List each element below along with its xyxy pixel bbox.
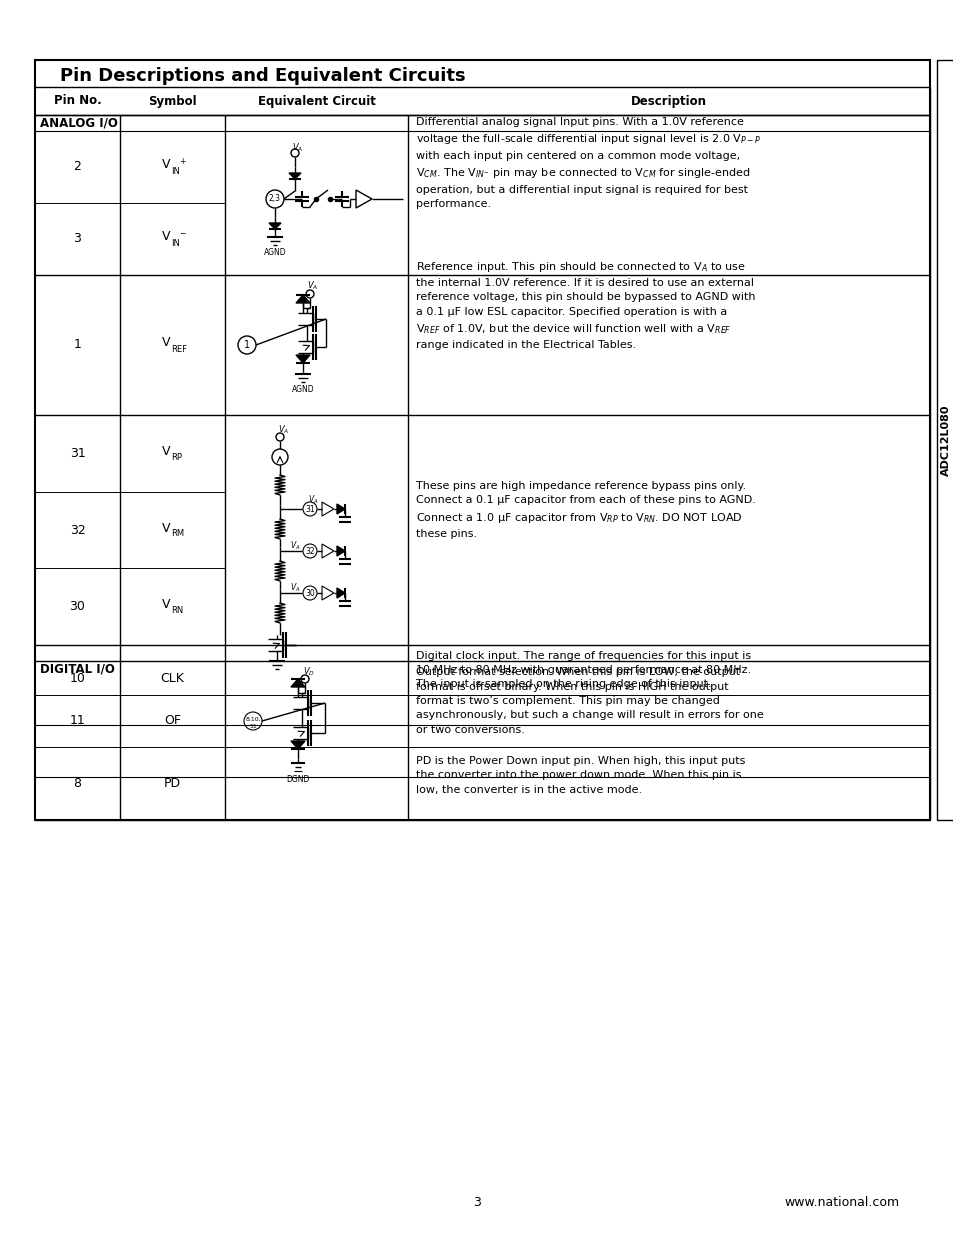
Text: V: V [162,158,171,172]
Text: 31: 31 [305,505,314,514]
Polygon shape [336,588,345,598]
Text: IN: IN [172,238,180,247]
Text: IN: IN [172,167,180,175]
Text: AGND: AGND [263,248,286,257]
Text: V: V [162,336,171,350]
Bar [35,61,929,820]
Text: −: − [179,230,186,238]
Text: 31: 31 [70,447,85,459]
Polygon shape [336,504,345,514]
Text: $V_A$: $V_A$ [290,538,300,552]
Text: RM: RM [172,530,185,538]
Text: OF: OF [164,715,181,727]
Text: Description: Description [630,95,706,107]
Text: $V_D$: $V_D$ [303,666,314,678]
Text: These pins are high impedance reference bypass pins only.
Connect a 0.1 μF capac: These pins are high impedance reference … [416,480,755,540]
Text: +: + [179,158,186,167]
Text: DIGITAL I/O: DIGITAL I/O [40,663,114,676]
Text: Pin Descriptions and Equivalent Circuits: Pin Descriptions and Equivalent Circuits [60,67,465,85]
Text: PD is the Power Down input pin. When high, this input puts
the converter into th: PD is the Power Down input pin. When hig… [416,756,744,795]
Text: PD: PD [164,777,181,790]
Text: ADC12L080: ADC12L080 [940,404,950,475]
Text: CLK: CLK [160,672,184,684]
Text: 11: 11 [249,724,256,729]
Text: 1: 1 [73,338,81,352]
Text: $V_A$: $V_A$ [292,141,303,153]
Text: Reference input. This pin should be connected to V$_A$ to use
the internal 1.0V : Reference input. This pin should be conn… [416,259,755,351]
Text: DGND: DGND [286,776,310,784]
Text: 8,10,: 8,10, [245,716,260,721]
Text: $V_A$: $V_A$ [277,424,289,436]
Text: 30: 30 [70,600,86,613]
Text: RP: RP [172,453,182,462]
Text: REF: REF [172,345,188,353]
Text: 1: 1 [244,340,250,350]
Polygon shape [336,546,345,556]
Polygon shape [269,224,281,228]
Text: Equivalent Circuit: Equivalent Circuit [257,95,375,107]
Text: 32: 32 [305,547,314,556]
Polygon shape [295,354,310,363]
Text: V: V [162,231,171,243]
Polygon shape [289,173,301,179]
Text: V: V [162,445,171,458]
Polygon shape [295,295,310,303]
Text: Output format selection. When this pin is LOW, the output
format is offset binar: Output format selection. When this pin i… [416,667,763,735]
Polygon shape [291,741,305,748]
Bar [936,61,953,820]
Text: Digital clock input. The range of frequencies for this input is
10 MHz to 80 MHz: Digital clock input. The range of freque… [416,651,750,689]
Text: RN: RN [172,606,184,615]
Text: AGND: AGND [292,385,314,394]
Polygon shape [291,679,305,687]
Text: 30: 30 [305,589,314,598]
Text: $V_A$: $V_A$ [290,580,300,594]
Text: 3: 3 [473,1197,480,1209]
Text: 11: 11 [70,715,85,727]
Text: 2,3: 2,3 [269,194,281,204]
Text: Pin No.: Pin No. [53,95,101,107]
Text: Symbol: Symbol [148,95,196,107]
Text: V: V [162,598,171,611]
Text: 2: 2 [73,161,81,173]
Text: $V_A$: $V_A$ [308,493,318,505]
Text: 8: 8 [73,777,81,790]
Text: 10: 10 [70,672,86,684]
Text: 3: 3 [73,232,81,246]
Text: www.national.com: www.national.com [784,1197,899,1209]
Text: Differential analog signal Input pins. With a 1.0V reference
voltage the full-sc: Differential analog signal Input pins. W… [416,117,760,209]
Text: 32: 32 [70,524,85,536]
Text: V: V [162,521,171,535]
Text: ANALOG I/O: ANALOG I/O [40,117,118,130]
Text: $V_A$: $V_A$ [307,280,318,293]
